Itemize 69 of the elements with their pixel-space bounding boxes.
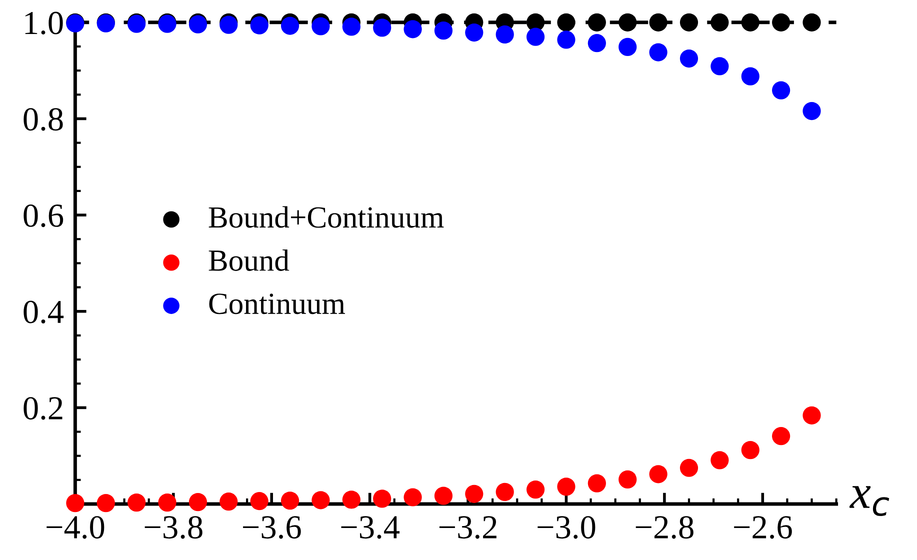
point: [373, 18, 392, 37]
point: [588, 13, 606, 32]
legend-label: Continuum: [209, 294, 346, 314]
point: [802, 13, 821, 32]
point: [618, 38, 637, 56]
point: [526, 480, 545, 499]
point: [128, 494, 146, 512]
point: [710, 13, 729, 32]
point: [557, 478, 576, 496]
point: [312, 491, 330, 510]
x-tick-label: −3.0: [538, 516, 596, 539]
x-tick-label: −3.6: [243, 516, 301, 539]
point: [96, 494, 115, 512]
point: [373, 490, 392, 508]
point: [342, 18, 360, 36]
point: [680, 13, 698, 32]
x-tick-label: −3.8: [144, 516, 202, 539]
y-tick-label: 1.0: [25, 12, 63, 34]
y-tick-label: 0.8: [24, 108, 63, 131]
point: [465, 484, 484, 503]
x-tick-label: −2.8: [636, 516, 694, 539]
point: [280, 16, 300, 35]
point: [220, 492, 238, 511]
point: [649, 465, 668, 484]
point: [557, 13, 576, 32]
x-tick-label: −2.6: [734, 516, 792, 539]
point: [465, 23, 484, 42]
point: [680, 458, 698, 477]
point: [404, 488, 422, 506]
point: [741, 441, 760, 460]
point: [434, 22, 453, 40]
legend-label: Bound+Continuum: [208, 206, 444, 228]
point: [158, 494, 176, 512]
point: [557, 30, 576, 49]
point: [496, 25, 514, 44]
point: [280, 492, 300, 510]
y-tick-label: 0.2: [24, 397, 62, 420]
point: [250, 16, 268, 34]
point: [741, 67, 760, 86]
point: [772, 13, 790, 32]
x-tick-label: −4.0: [46, 516, 104, 539]
point: [649, 13, 668, 32]
point: [710, 451, 729, 470]
point: [342, 490, 360, 509]
point: [649, 43, 668, 62]
point: [802, 102, 821, 120]
x-tick-label: −3.4: [341, 516, 400, 539]
point: [618, 13, 637, 32]
point: [588, 34, 606, 52]
point: [710, 57, 729, 76]
point: [188, 493, 208, 512]
point: [526, 28, 545, 46]
point: [772, 81, 790, 100]
point: [741, 13, 760, 32]
legend-label: Bound: [208, 249, 290, 271]
y-tick-label: 0.6: [24, 204, 64, 228]
x-axis-title: x$_{c}$: [849, 486, 890, 516]
point: [618, 470, 637, 488]
point: [250, 492, 268, 510]
point: [588, 474, 606, 492]
x-tick-label: −3.2: [439, 516, 496, 539]
point: [772, 427, 790, 446]
point: [680, 49, 698, 68]
point: [802, 406, 821, 424]
point: [496, 482, 514, 502]
point: [312, 17, 330, 36]
point: [434, 486, 453, 505]
y-tick-label: 0.4: [24, 300, 64, 324]
point: [404, 20, 422, 38]
